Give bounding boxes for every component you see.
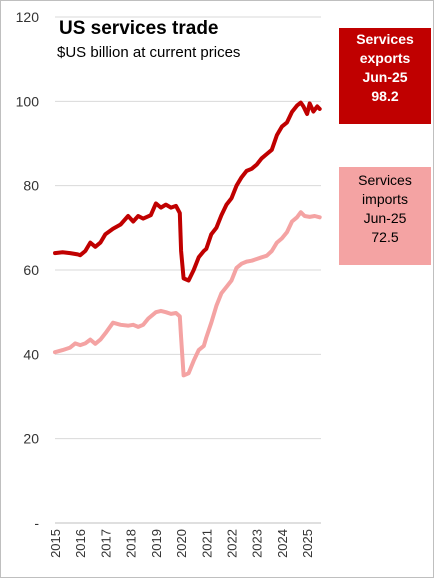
y-tick-label: 80 — [23, 178, 39, 194]
x-tick-label: 2019 — [149, 529, 164, 558]
exports-callout-value: 98.2 — [371, 88, 399, 104]
x-tick-label: 2023 — [250, 529, 265, 558]
y-tick-label: 40 — [23, 346, 39, 362]
y-tick-label: 100 — [16, 93, 40, 109]
y-tick-label: 120 — [16, 9, 40, 25]
gridlines — [55, 16, 321, 440]
x-tick-label: 2020 — [174, 529, 189, 558]
exports-callout-line1: Services — [356, 31, 414, 47]
x-tick-label: 2024 — [275, 529, 290, 558]
exports-series-line — [53, 100, 322, 283]
exports-callout-line2: exports — [359, 50, 411, 66]
y-tick-label: 60 — [23, 262, 39, 278]
x-tick-label: 2021 — [199, 529, 214, 558]
chart-title: US services trade — [59, 18, 219, 39]
imports-callout-value: 72.5 — [371, 229, 399, 245]
x-axis: 2015 2016 2017 2018 2019 2020 2021 2022 2023 2024… — [48, 522, 321, 558]
exports-callout-date: Jun-25 — [362, 69, 408, 85]
x-tick-label: 2025 — [300, 529, 315, 558]
x-tick-label: 2016 — [73, 529, 88, 558]
y-tick-label: - — [34, 515, 39, 531]
imports-callout-date: Jun-25 — [363, 210, 407, 226]
imports-series-line — [53, 210, 322, 378]
series-lines — [53, 100, 322, 378]
x-tick-label: 2022 — [224, 529, 239, 558]
x-tick-label: 2017 — [98, 529, 113, 558]
imports-callout-line2: imports — [362, 191, 408, 207]
imports-callout: Services imports Jun-25 72.5 — [339, 167, 431, 265]
y-axis: - 20 40 60 80 100 120 — [16, 9, 40, 531]
x-tick-label: 2018 — [124, 529, 139, 558]
imports-callout-line1: Services — [358, 172, 412, 188]
y-tick-label: 20 — [23, 431, 39, 447]
exports-callout: Services exports Jun-25 98.2 — [339, 28, 431, 124]
chart-subtitle: $US billion at current prices — [57, 44, 240, 61]
x-tick-label: 2015 — [48, 529, 63, 558]
